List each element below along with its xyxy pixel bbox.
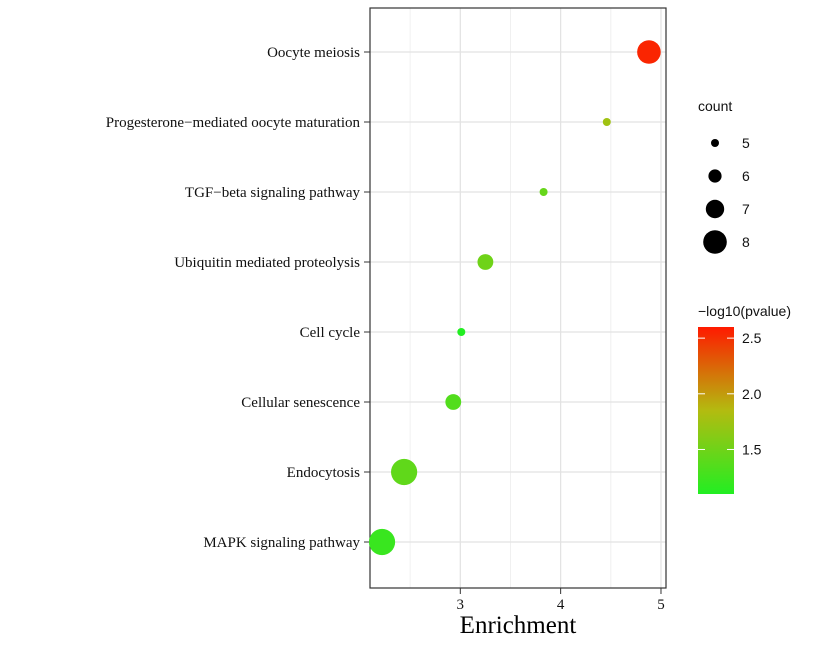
data-point xyxy=(457,328,466,336)
x-axis: 3 4 5 xyxy=(457,588,665,613)
y-tick-label: Progesterone−mediated oocyte maturation xyxy=(106,115,361,131)
y-tick-label: Cell cycle xyxy=(300,325,361,341)
grid-lines xyxy=(370,8,666,588)
data-point xyxy=(602,118,611,126)
y-tick-label: Endocytosis xyxy=(287,465,360,481)
count-legend-label: 6 xyxy=(742,168,750,184)
data-point xyxy=(445,394,462,410)
count-legend-dot xyxy=(703,230,727,254)
pvalue-colorbar xyxy=(698,327,734,494)
y-tick-label: Oocyte meiosis xyxy=(267,45,360,61)
data-points xyxy=(368,40,661,556)
data-point xyxy=(477,254,494,270)
pvalue-legend-ticks: 1.5 2.0 2.5 xyxy=(698,330,762,457)
data-point xyxy=(391,458,418,486)
count-legend-label: 8 xyxy=(742,234,750,250)
colorbar-tick-label: 2.5 xyxy=(742,330,762,346)
x-tick-label: 3 xyxy=(457,597,465,613)
count-legend-dot xyxy=(708,169,722,183)
count-legend-dot xyxy=(705,199,725,219)
x-axis-title: Enrichment xyxy=(460,612,577,639)
x-tick-label: 5 xyxy=(657,597,665,613)
y-tick-label: TGF−beta signaling pathway xyxy=(185,185,361,201)
colorbar-tick-label: 2.0 xyxy=(742,386,762,402)
data-point xyxy=(539,188,548,196)
count-legend-label: 7 xyxy=(742,201,750,217)
data-point xyxy=(368,528,396,556)
y-tick-label: MAPK signaling pathway xyxy=(203,535,360,551)
colorbar-tick-label: 1.5 xyxy=(742,441,762,457)
count-legend: count 5 6 7 8 xyxy=(698,98,750,254)
plot-panel-border xyxy=(369,7,667,589)
count-legend-items: 5 6 7 8 xyxy=(703,135,750,254)
y-tick-label: Ubiquitin mediated proteolysis xyxy=(174,255,360,271)
count-legend-label: 5 xyxy=(742,135,750,151)
data-point xyxy=(637,40,661,64)
pvalue-legend-title: −log10(pvalue) xyxy=(698,303,791,319)
y-tick-label: Cellular senescence xyxy=(241,395,360,411)
pvalue-legend: −log10(pvalue) 1.5 2.0 2.5 xyxy=(698,303,791,494)
y-axis: Oocyte meiosis Progesterone−mediated oocy… xyxy=(106,45,370,551)
count-legend-title: count xyxy=(698,98,732,114)
x-tick-label: 4 xyxy=(557,597,565,613)
count-legend-dot xyxy=(711,139,719,147)
